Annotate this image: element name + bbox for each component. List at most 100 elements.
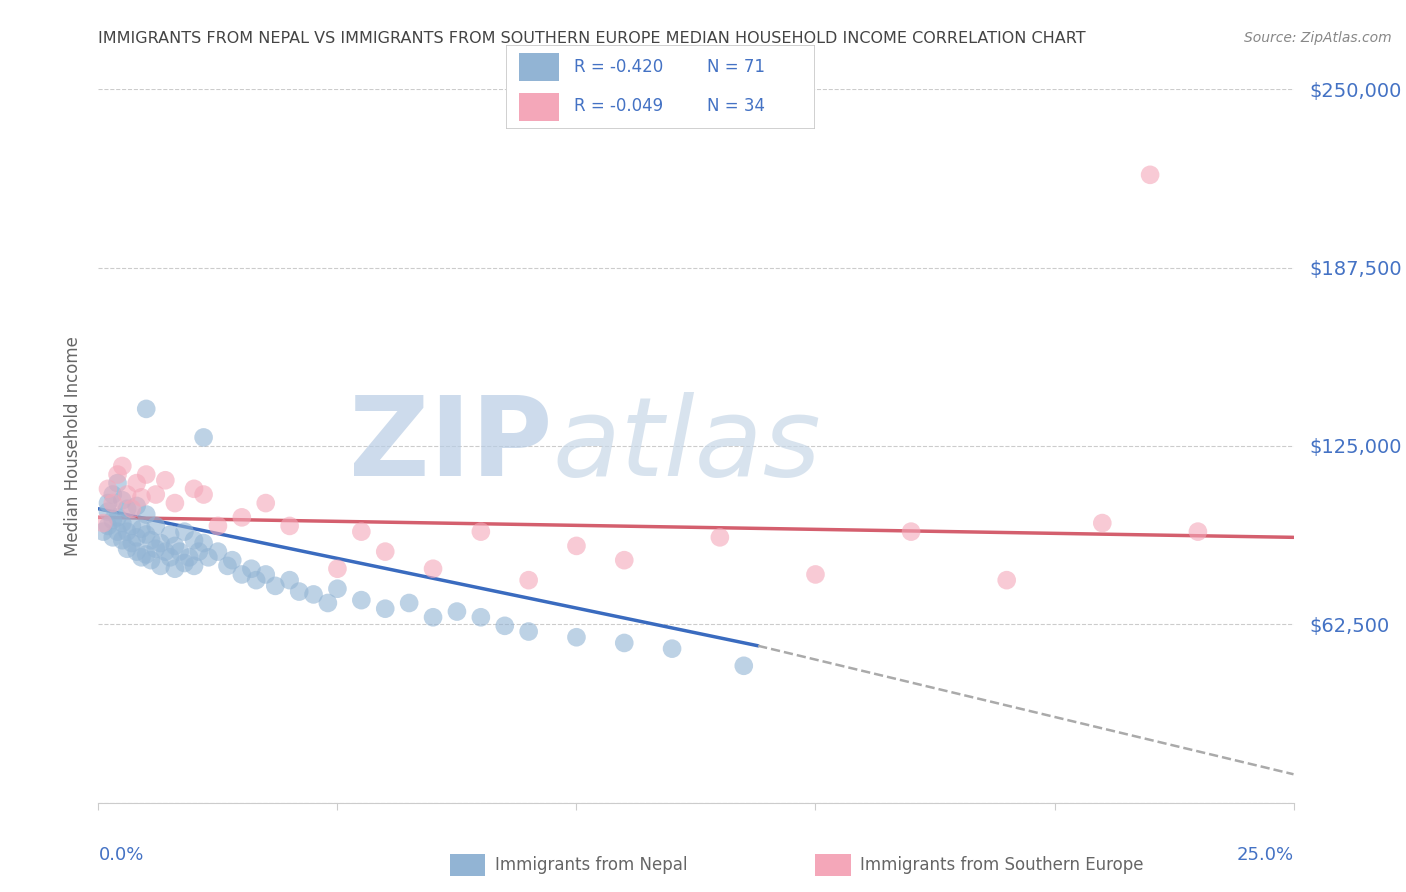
Point bbox=[254, 567, 277, 582]
Point bbox=[565, 630, 588, 644]
Point bbox=[422, 610, 444, 624]
Point bbox=[288, 584, 311, 599]
Y-axis label: Median Household Income: Median Household Income bbox=[63, 336, 82, 556]
Point bbox=[111, 493, 134, 508]
Point bbox=[900, 524, 922, 539]
Point bbox=[115, 524, 138, 539]
Point bbox=[183, 482, 205, 496]
Point bbox=[173, 556, 195, 570]
Point bbox=[517, 573, 540, 587]
Point bbox=[125, 499, 148, 513]
Point bbox=[135, 467, 157, 482]
Point bbox=[709, 530, 731, 544]
Point bbox=[111, 533, 134, 548]
Point bbox=[139, 533, 162, 548]
Point bbox=[245, 573, 267, 587]
Point bbox=[111, 516, 134, 530]
Text: N = 34: N = 34 bbox=[707, 97, 765, 115]
Point bbox=[135, 401, 157, 416]
Point bbox=[163, 562, 186, 576]
Text: IMMIGRANTS FROM NEPAL VS IMMIGRANTS FROM SOUTHERN EUROPE MEDIAN HOUSEHOLD INCOME: IMMIGRANTS FROM NEPAL VS IMMIGRANTS FROM… bbox=[98, 31, 1085, 46]
Point bbox=[326, 562, 349, 576]
Point bbox=[155, 473, 177, 487]
Point bbox=[121, 519, 143, 533]
Point bbox=[163, 539, 186, 553]
Point bbox=[111, 458, 134, 473]
Point bbox=[326, 582, 349, 596]
Point bbox=[149, 536, 172, 550]
Point bbox=[207, 544, 229, 558]
Point bbox=[374, 601, 396, 615]
Point bbox=[135, 527, 157, 541]
Point bbox=[163, 496, 186, 510]
Point bbox=[422, 562, 444, 576]
Point bbox=[173, 524, 195, 539]
Point bbox=[101, 530, 124, 544]
Text: Immigrants from Southern Europe: Immigrants from Southern Europe bbox=[860, 856, 1144, 874]
Point bbox=[446, 605, 468, 619]
Point bbox=[470, 610, 492, 624]
Point bbox=[179, 550, 201, 565]
Text: R = -0.049: R = -0.049 bbox=[574, 97, 664, 115]
Point bbox=[145, 541, 167, 556]
Point bbox=[125, 530, 148, 544]
Point bbox=[398, 596, 420, 610]
Point bbox=[1091, 516, 1114, 530]
Point bbox=[135, 548, 157, 562]
Point bbox=[145, 519, 167, 533]
Point bbox=[121, 501, 143, 516]
Point bbox=[264, 579, 287, 593]
Text: 25.0%: 25.0% bbox=[1236, 846, 1294, 863]
Point bbox=[125, 476, 148, 491]
Point bbox=[135, 508, 157, 522]
Point bbox=[350, 524, 373, 539]
Text: atlas: atlas bbox=[553, 392, 821, 500]
Point bbox=[97, 519, 120, 533]
Point bbox=[197, 550, 219, 565]
Point bbox=[661, 641, 683, 656]
Point bbox=[101, 496, 124, 510]
Point bbox=[374, 544, 396, 558]
Point bbox=[231, 567, 253, 582]
Point bbox=[131, 550, 153, 565]
Text: R = -0.420: R = -0.420 bbox=[574, 59, 664, 77]
Point bbox=[193, 487, 215, 501]
Point bbox=[613, 636, 636, 650]
Point bbox=[183, 558, 205, 573]
Point bbox=[207, 519, 229, 533]
Point bbox=[350, 593, 373, 607]
Point bbox=[169, 544, 191, 558]
Point bbox=[155, 544, 177, 558]
Point bbox=[278, 519, 301, 533]
Point bbox=[91, 516, 114, 530]
Point bbox=[97, 482, 120, 496]
Point bbox=[91, 524, 114, 539]
Point bbox=[278, 573, 301, 587]
Point bbox=[231, 510, 253, 524]
Text: N = 71: N = 71 bbox=[707, 59, 765, 77]
Bar bbox=[519, 93, 558, 120]
Point bbox=[131, 491, 153, 505]
Point bbox=[217, 558, 239, 573]
Point bbox=[149, 558, 172, 573]
Point bbox=[107, 524, 129, 539]
Point bbox=[221, 553, 243, 567]
Point bbox=[139, 553, 162, 567]
Point bbox=[145, 487, 167, 501]
Point bbox=[183, 533, 205, 548]
Point bbox=[733, 658, 755, 673]
Point bbox=[254, 496, 277, 510]
Point bbox=[1187, 524, 1209, 539]
Point bbox=[115, 541, 138, 556]
Point bbox=[193, 536, 215, 550]
Point bbox=[517, 624, 540, 639]
Point bbox=[613, 553, 636, 567]
Point bbox=[995, 573, 1018, 587]
Point bbox=[565, 539, 588, 553]
Point bbox=[101, 513, 124, 527]
Point bbox=[107, 467, 129, 482]
Text: Source: ZipAtlas.com: Source: ZipAtlas.com bbox=[1244, 31, 1392, 45]
Point bbox=[302, 587, 325, 601]
Point bbox=[101, 487, 124, 501]
Text: 0.0%: 0.0% bbox=[98, 846, 143, 863]
